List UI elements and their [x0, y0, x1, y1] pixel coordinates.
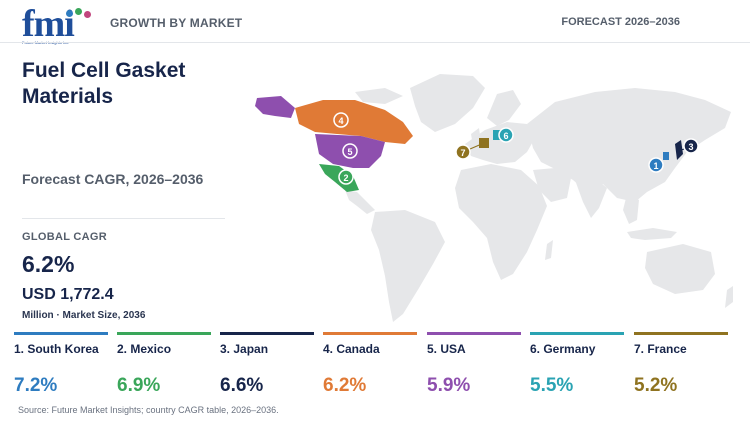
- global-cagr-value: 6.2%: [22, 251, 75, 277]
- canada-region: [295, 100, 413, 144]
- country-name: 7. France: [634, 342, 687, 356]
- logo-dot-green: [75, 8, 82, 15]
- alaska-region: [255, 96, 295, 118]
- market-size-value: USD 1,772.4: [22, 286, 114, 303]
- country-cagr: 6.2%: [323, 375, 367, 396]
- country-color-bar: [530, 332, 624, 335]
- country-name: 3. Japan: [220, 342, 269, 356]
- marker-japan: 3: [683, 138, 699, 154]
- country-cagr: 5.9%: [427, 375, 471, 396]
- marker-mexico-label: 2: [343, 173, 348, 183]
- marker-france: 7: [455, 144, 471, 160]
- marker-canada-label: 4: [338, 116, 343, 126]
- header-section-label: GROWTH BY MARKET: [110, 16, 243, 30]
- country-name: 1. South Korea: [14, 342, 99, 356]
- country-color-bar: [117, 332, 211, 335]
- source-note: Source: Future Market Insights; country …: [18, 405, 279, 415]
- south-korea-region: [663, 152, 669, 160]
- header-forecast-label: FORECAST 2026–2036: [561, 16, 680, 28]
- country-cagr: 6.6%: [220, 375, 264, 396]
- country-card-japan: 3. Japan 6.6%: [220, 332, 314, 402]
- marker-france-label: 7: [460, 148, 465, 158]
- marker-south-korea: 1: [648, 157, 664, 173]
- country-card-france: 7. France 5.2%: [634, 332, 728, 402]
- marker-canada: 4: [333, 112, 349, 128]
- logo-dot-pink: [84, 11, 91, 18]
- world-map: 4 5 2 7 6 1 3: [255, 74, 733, 322]
- country-cagr: 7.2%: [14, 375, 58, 396]
- country-name: 6. Germany: [530, 342, 596, 356]
- country-color-bar: [427, 332, 521, 335]
- country-card-south-korea: 1. South Korea 7.2%: [14, 332, 108, 402]
- marker-mexico: 2: [338, 169, 354, 185]
- page-title: Fuel Cell Gasket Materials: [22, 59, 186, 108]
- country-name: 5. USA: [427, 342, 466, 356]
- chart-subtitle: Forecast CAGR, 2026–2036: [22, 171, 204, 187]
- country-cagr: 5.2%: [634, 375, 678, 396]
- country-color-bar: [634, 332, 728, 335]
- left-divider: [22, 218, 225, 219]
- global-cagr-label: GLOBAL CAGR: [22, 231, 107, 243]
- fmi-logo[interactable]: fmi Future Market Insights Inc.: [22, 4, 96, 46]
- marker-germany-label: 6: [503, 131, 508, 141]
- country-cagr: 6.9%: [117, 375, 161, 396]
- header-divider: [0, 42, 750, 43]
- country-name: 4. Canada: [323, 342, 380, 356]
- marker-usa-label: 5: [347, 147, 352, 157]
- market-size-caption: Million · Market Size, 2036: [22, 310, 146, 321]
- country-card-mexico: 2. Mexico 6.9%: [117, 332, 211, 402]
- marker-japan-label: 3: [688, 142, 693, 152]
- marker-usa: 5: [342, 143, 358, 159]
- marker-germany: 6: [498, 127, 514, 143]
- japan-region: [675, 140, 683, 160]
- country-cagr: 5.5%: [530, 375, 574, 396]
- marker-south-korea-label: 1: [653, 161, 658, 171]
- country-name: 2. Mexico: [117, 342, 172, 356]
- logo-dot-blue: [66, 10, 73, 17]
- country-card-usa: 5. USA 5.9%: [427, 332, 521, 402]
- country-card-germany: 6. Germany 5.5%: [530, 332, 624, 402]
- country-color-bar: [14, 332, 108, 335]
- country-color-bar: [220, 332, 314, 335]
- map-land: [345, 74, 733, 322]
- country-color-bar: [323, 332, 417, 335]
- country-card-canada: 4. Canada 6.2%: [323, 332, 417, 402]
